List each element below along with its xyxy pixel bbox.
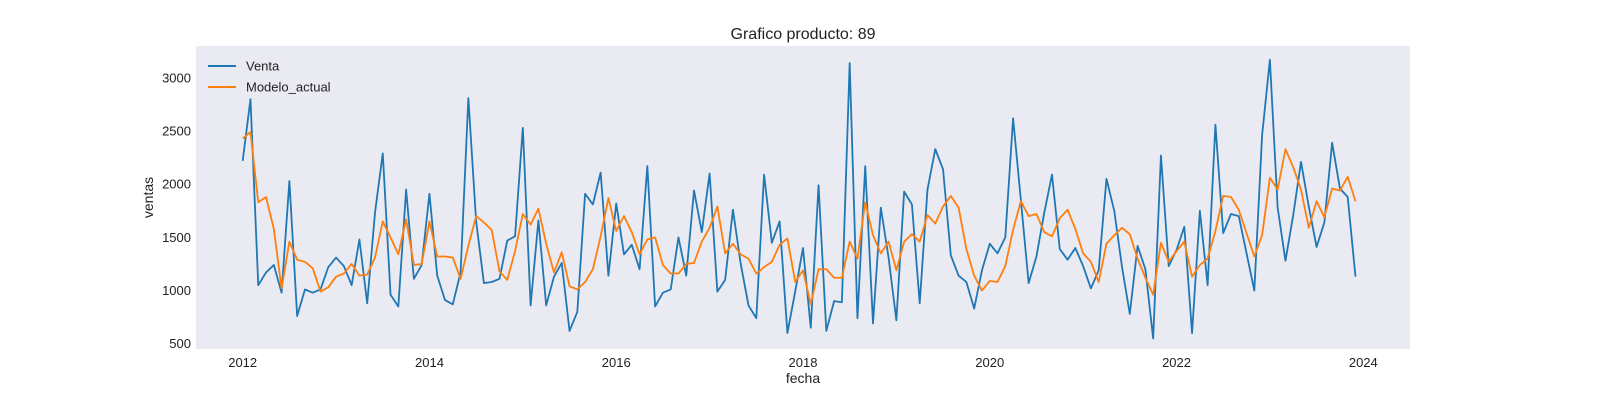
x-tick-label: 2016 [602,355,631,370]
series-layer [241,58,1357,340]
x-tick-label: 2012 [228,355,257,370]
series-line-modelo-actual [242,131,1357,306]
x-axis-ticks: 2012 2014 2016 2018 2020 2022 2024 [228,355,1378,370]
y-tick-label: 1500 [162,230,191,245]
legend: Venta Modelo_actual [208,59,331,95]
series-line-venta [241,58,1357,340]
x-tick-label: 2020 [975,355,1004,370]
y-tick-label: 500 [169,336,191,351]
y-tick-label: 3000 [162,70,191,85]
y-axis-ticks: 500 1000 1500 2000 2500 3000 [162,70,191,351]
y-axis-label: ventas [140,177,156,218]
plot-area [196,46,1410,349]
y-tick-label: 2500 [162,124,191,139]
y-tick-label: 1000 [162,283,191,298]
chart-title: Grafico producto: 89 [731,26,876,43]
x-tick-label: 2024 [1349,355,1378,370]
x-axis-label: fecha [786,370,820,386]
y-tick-label: 2000 [162,177,191,192]
legend-label: Modelo_actual [246,80,331,95]
x-tick-label: 2022 [1162,355,1191,370]
x-tick-label: 2014 [415,355,444,370]
legend-label: Venta [246,59,280,74]
x-tick-label: 2018 [789,355,818,370]
